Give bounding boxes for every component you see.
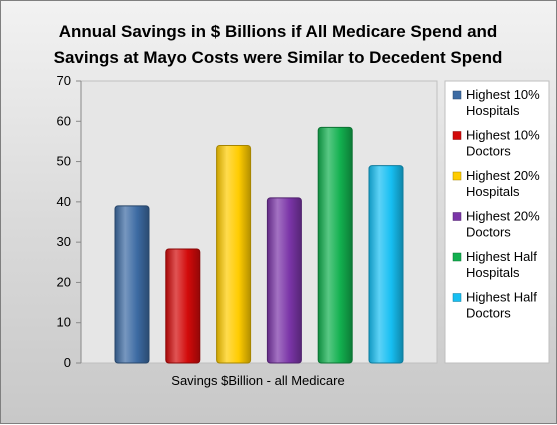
y-tick-label: 70	[57, 73, 71, 88]
y-tick-label: 30	[57, 234, 71, 249]
chart-title-line-1: Annual Savings in $ Billions if All Medi…	[59, 22, 498, 41]
legend-label-line-1: Highest 20%	[466, 168, 540, 183]
legend-swatch	[452, 212, 462, 221]
chart-title-line-2: Savings at Mayo Costs were Similar to De…	[54, 48, 503, 67]
legend-label-line-1: Highest Half	[466, 249, 537, 264]
y-tick-label: 60	[57, 113, 71, 128]
legend-label-line-1: Highest 10%	[466, 128, 540, 143]
legend-label-line-2: Hospitals	[466, 184, 520, 199]
bar-highest-half-doctors	[368, 165, 404, 364]
legend-label-line-2: Doctors	[466, 225, 511, 240]
x-category-label: Savings $Billion - all Medicare	[171, 373, 344, 388]
bar-highest-20-doctors	[266, 197, 302, 364]
legend-box	[444, 80, 550, 364]
bar-highest-10-hospitals	[114, 205, 150, 364]
y-tick-label: 20	[57, 274, 71, 289]
bar-highest-10-doctors	[165, 248, 201, 364]
legend-swatch	[452, 90, 462, 100]
legend-label-line-2: Hospitals	[466, 103, 520, 118]
bar-highest-half-hospitals	[317, 126, 353, 364]
legend-swatch	[452, 131, 462, 140]
legend-label-line-1: Highest Half	[466, 290, 537, 305]
legend-swatch	[452, 293, 462, 302]
legend-swatch	[452, 171, 462, 181]
y-tick-label: 50	[57, 154, 71, 169]
legend-label-line-2: Doctors	[466, 306, 511, 321]
bar-highest-20-hospitals	[216, 144, 252, 364]
legend-swatch	[452, 252, 462, 262]
y-tick-label: 40	[57, 194, 71, 209]
legend-label-line-1: Highest 10%	[466, 87, 540, 102]
legend-label-line-2: Hospitals	[466, 265, 520, 280]
y-tick-label: 0	[64, 355, 71, 370]
legend-label-line-2: Doctors	[466, 144, 511, 159]
legend-label-line-1: Highest 20%	[466, 209, 540, 224]
y-tick-label: 10	[57, 315, 71, 330]
